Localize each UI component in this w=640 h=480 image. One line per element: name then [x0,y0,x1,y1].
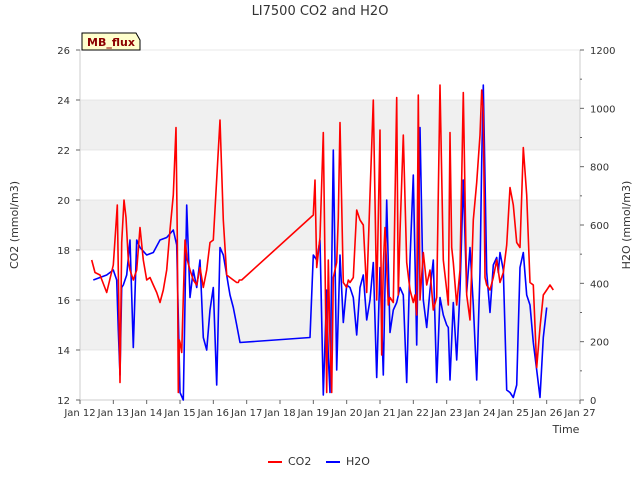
x-tick-label: Jan 23 [430,408,462,419]
y-left-tick-label: 14 [57,346,70,357]
y-left-axis-ticks: 12 14 16 18 20 22 24 26 [57,46,80,407]
y-right-tick-label: 1200 [590,46,615,57]
y-left-tick-label: 20 [57,196,70,207]
x-tick-label: Jan 16 [197,408,229,419]
legend-label-co2: CO2 [288,455,311,468]
x-tick-label: Jan 21 [363,408,395,419]
x-tick-label: Jan 25 [497,408,529,419]
x-tick-label: Jan 27 [563,408,595,419]
x-tick-label: Jan 22 [397,408,429,419]
y-right-tick-label: 200 [590,338,609,349]
y-left-tick-label: 22 [57,146,70,157]
y-left-tick-label: 16 [57,296,70,307]
y-left-tick-label: 24 [57,96,70,107]
x-tick-label: Jan 13 [97,408,129,419]
legend: CO2 H2O [268,455,370,468]
y-right-axis-label: H2O (mmol/m3) [620,181,633,270]
series-lines [90,84,554,401]
series-line-co2 [90,84,554,394]
y-right-tick-label: 600 [590,221,609,232]
badge-label: MB_flux [87,36,135,49]
y-right-tick-label: 0 [590,396,596,407]
x-tick-label: Jan 20 [330,408,362,419]
y-right-tick-label: 1000 [590,104,615,115]
chart-title: LI7500 CO2 and H2O [252,4,389,19]
x-tick-label: Jan 18 [263,408,295,419]
x-tick-label: Jan 26 [530,408,562,419]
grid-band [80,100,580,150]
x-axis-label: Time [552,423,580,436]
x-axis-ticks: Jan 12 Jan 13 Jan 14 Jan 15 Jan 16 Jan 17 Jan … [63,400,596,419]
x-tick-label: Jan 12 [63,408,95,419]
legend-label-h2o: H2O [346,455,370,468]
x-tick-label: Jan 15 [163,408,195,419]
y-right-tick-label: 800 [590,163,609,174]
x-tick-label: Jan 24 [463,408,495,419]
y-right-tick-label: 400 [590,279,609,290]
grid-band [80,200,580,250]
y-left-tick-label: 12 [57,396,70,407]
y-left-tick-label: 18 [57,246,70,257]
y-right-axis-ticks: 0 200 400 600 800 1000 1200 [580,46,615,407]
badge-shape [81,32,141,51]
y-left-tick-label: 26 [57,46,70,57]
y-left-axis-label: CO2 (mmol/m3) [8,181,21,269]
x-tick-label: Jan 14 [130,408,162,419]
x-tick-label: Jan 19 [297,408,329,419]
mb-flux-badge: MB_flux [81,32,141,51]
x-tick-label: Jan 17 [230,408,262,419]
